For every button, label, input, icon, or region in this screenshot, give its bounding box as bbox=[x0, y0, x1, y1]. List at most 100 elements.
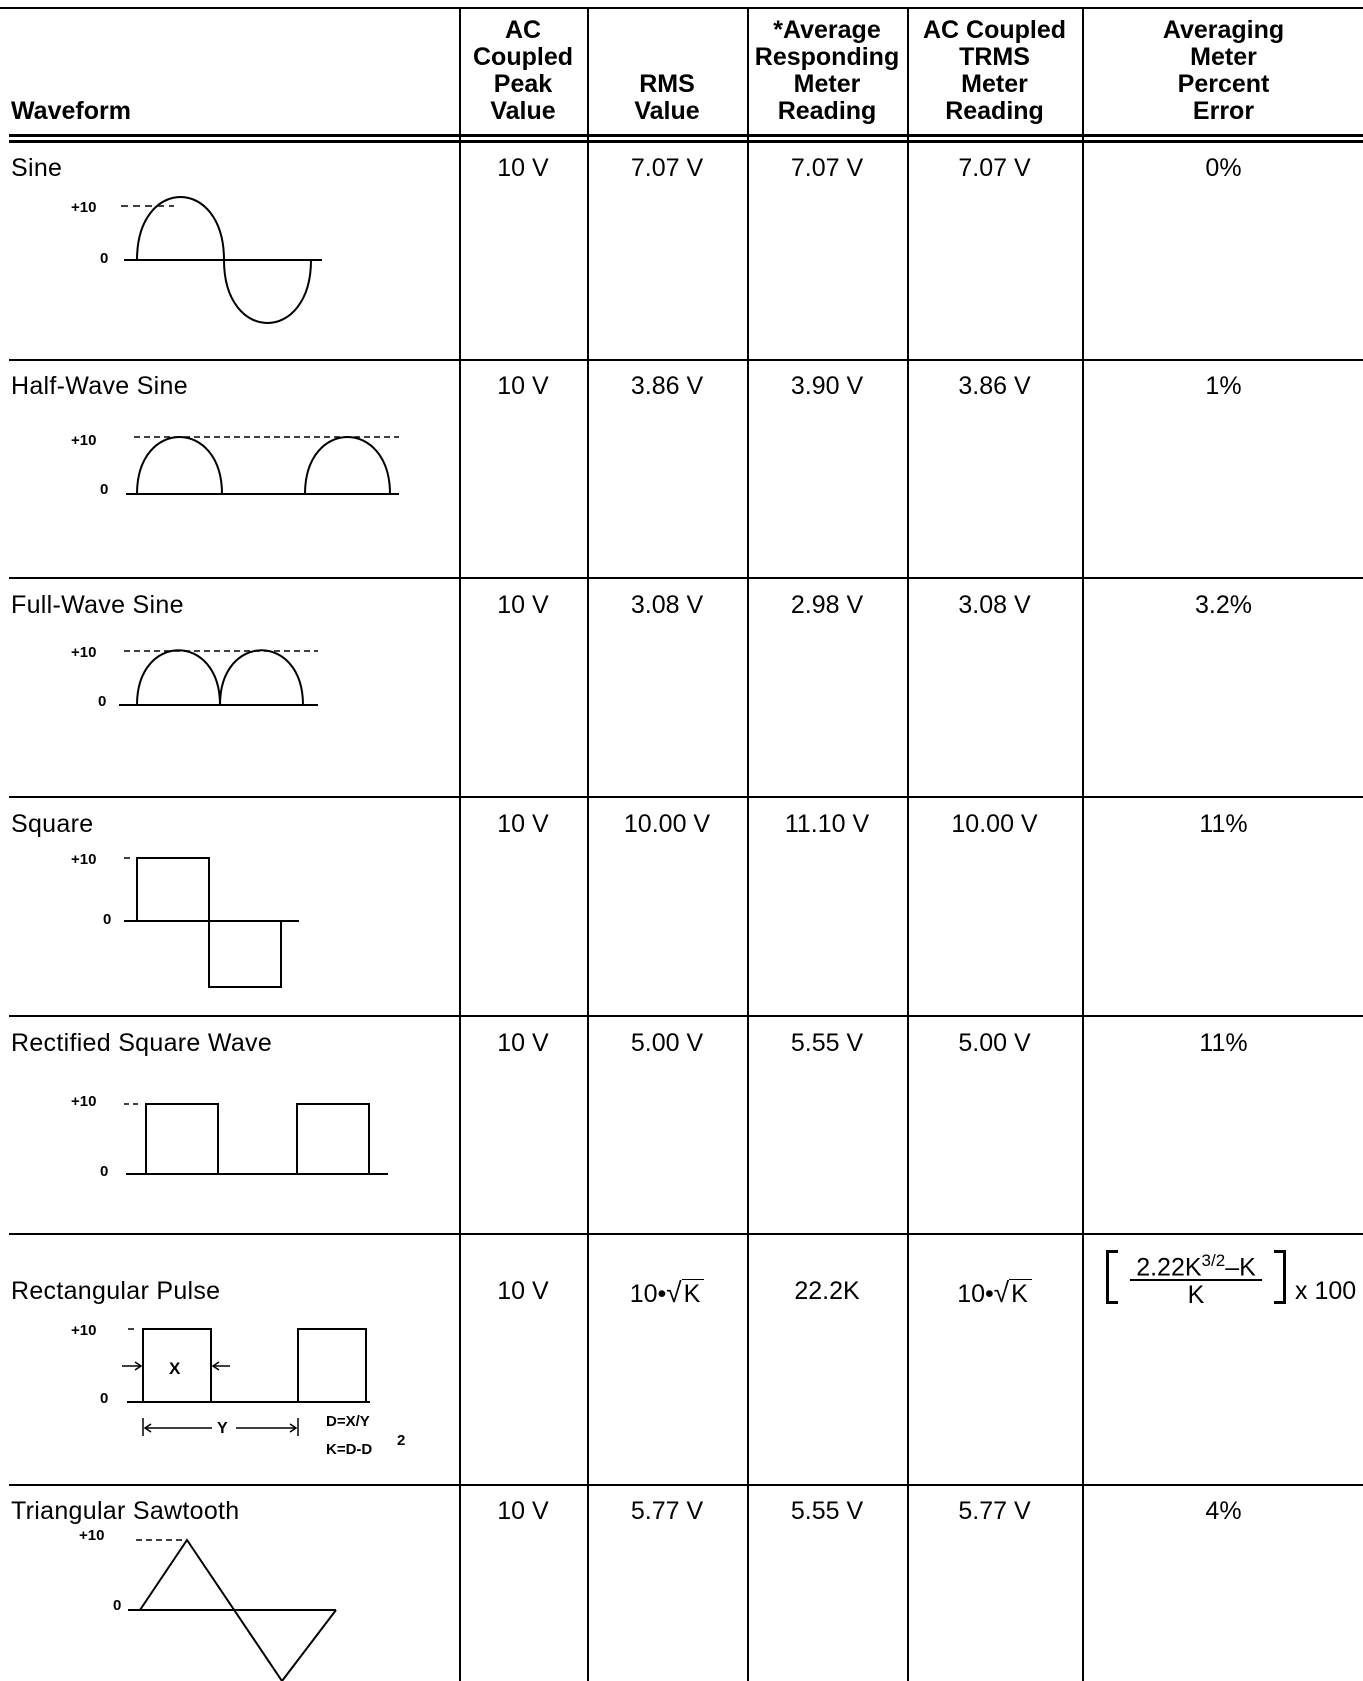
x-arrowhead-right bbox=[211, 1361, 220, 1371]
axis-label-zero: 0 bbox=[100, 481, 109, 498]
axis-label-plus10: +10 bbox=[71, 1322, 97, 1339]
sqrt-symbol: √ bbox=[993, 1277, 1010, 1308]
peak-value: 10 V bbox=[497, 372, 549, 400]
header-waveform-text: Waveform bbox=[11, 97, 131, 125]
triangular-sawtooth-waveform bbox=[128, 1538, 337, 1681]
pulse bbox=[142, 1328, 212, 1402]
trms-reading: 5.77 V bbox=[958, 1497, 1031, 1525]
sine-waveform bbox=[121, 196, 322, 324]
numerator-base: 2.22K bbox=[1136, 1253, 1202, 1282]
rms-value: 3.86 V bbox=[630, 372, 704, 400]
row-separator bbox=[9, 1484, 1363, 1486]
table-top-rule bbox=[0, 7, 1363, 9]
header-peak: AC Coupled Peak Value bbox=[461, 17, 585, 125]
numerator-exponent: 3/2 bbox=[1201, 1251, 1226, 1270]
square-wave bbox=[136, 857, 282, 988]
row-separator bbox=[9, 577, 1363, 579]
half-wave-lobe bbox=[304, 436, 391, 495]
axis-label-zero: 0 bbox=[100, 1390, 109, 1407]
waveform-name: Sine bbox=[11, 154, 63, 182]
row-separator bbox=[9, 796, 1363, 798]
average-reading: 11.10 V bbox=[784, 810, 870, 838]
row-separator bbox=[9, 1015, 1363, 1017]
percent-error: 3.2% bbox=[1195, 591, 1252, 619]
header-error: Averaging Meter Percent Error bbox=[1084, 17, 1363, 125]
column-separator bbox=[587, 7, 589, 1681]
average-reading: 5.55 V bbox=[790, 1029, 864, 1057]
sine-curve bbox=[136, 196, 312, 324]
rectangular-pulse-waveform bbox=[122, 1328, 370, 1436]
header-trms-line: AC Coupled bbox=[922, 16, 1067, 44]
bracket-right bbox=[1274, 1250, 1286, 1304]
rms-value: 7.07 V bbox=[630, 154, 704, 182]
column-separator bbox=[459, 7, 461, 1681]
k-factor-exponent: 2 bbox=[397, 1432, 406, 1449]
percent-error-formula: 2.22K3/2–K K x 100 bbox=[1100, 1240, 1360, 1310]
percent-error: 11% bbox=[1199, 1029, 1248, 1057]
header-error-line: Meter bbox=[1190, 43, 1257, 71]
full-wave-lobes bbox=[136, 649, 304, 706]
x-arrowhead-left bbox=[134, 1361, 143, 1371]
header-peak-line: Value bbox=[490, 97, 556, 125]
average-reading: 5.55 V bbox=[790, 1497, 864, 1525]
rms-value: 5.00 V bbox=[630, 1029, 704, 1057]
average-reading: 7.07 V bbox=[790, 154, 864, 182]
fraction-bar bbox=[1130, 1279, 1262, 1281]
axis-label-zero: 0 bbox=[100, 250, 109, 267]
rms-prefix: 10• bbox=[629, 1280, 667, 1308]
axis-label-plus10: +10 bbox=[71, 1093, 97, 1110]
header-trms: AC Coupled TRMS Meter Reading bbox=[909, 17, 1080, 125]
trms-prefix: 10• bbox=[957, 1280, 994, 1308]
percent-error: 0% bbox=[1205, 154, 1242, 182]
waveform-name: Square bbox=[11, 810, 94, 838]
header-average-line: Meter bbox=[793, 70, 861, 98]
rms-value: 10•√K bbox=[589, 1277, 745, 1309]
header-average-line: Responding bbox=[754, 43, 900, 71]
peak-value: 10 V bbox=[497, 1497, 549, 1525]
axis-label-plus10: +10 bbox=[71, 199, 97, 216]
y-arrowhead-left bbox=[143, 1423, 152, 1433]
axis-label-zero: 0 bbox=[100, 1163, 109, 1180]
pulse bbox=[297, 1328, 367, 1402]
percent-error: 1% bbox=[1205, 372, 1242, 400]
sqrt-symbol: √ bbox=[666, 1277, 682, 1308]
trms-reading: 10•√K bbox=[909, 1277, 1080, 1309]
pulse bbox=[145, 1103, 219, 1174]
column-separator bbox=[907, 7, 909, 1681]
trms-reading: 3.86 V bbox=[958, 372, 1031, 400]
header-average-line: *Average bbox=[773, 16, 881, 44]
row-separator bbox=[9, 359, 1363, 361]
waveform-name: Rectangular Pulse bbox=[11, 1277, 221, 1305]
waveform-name: Half-Wave Sine bbox=[11, 372, 188, 400]
square-waveform bbox=[124, 857, 299, 988]
header-peak-line: Peak bbox=[493, 70, 553, 98]
triangle-wave bbox=[139, 1538, 337, 1681]
header-rule-1 bbox=[9, 134, 1363, 137]
trms-reading: 3.08 V bbox=[958, 591, 1031, 619]
half-wave-sine-waveform bbox=[126, 436, 399, 495]
column-separator bbox=[1082, 7, 1084, 1681]
waveform-name: Full-Wave Sine bbox=[11, 591, 184, 619]
axis-label-plus10: +10 bbox=[71, 644, 97, 661]
header-peak-line: Coupled bbox=[473, 43, 573, 71]
header-error-line: Error bbox=[1192, 97, 1255, 125]
formula-denominator: K bbox=[1187, 1281, 1205, 1309]
header-waveform: Waveform bbox=[11, 98, 131, 125]
column-separator bbox=[747, 7, 749, 1681]
axis-label-zero: 0 bbox=[103, 911, 112, 928]
header-trms-line: Meter bbox=[961, 70, 1028, 98]
axis-label-zero: 0 bbox=[113, 1597, 122, 1614]
numerator-tail: –K bbox=[1225, 1253, 1256, 1282]
half-wave-lobe bbox=[136, 436, 223, 495]
rms-radicand: K bbox=[681, 1279, 705, 1308]
formula-multiplier: x 100 bbox=[1295, 1277, 1357, 1305]
axis-label-zero: 0 bbox=[98, 693, 107, 710]
header-rule-2 bbox=[9, 140, 1363, 143]
trms-reading: 10.00 V bbox=[951, 810, 1038, 838]
peak-value: 10 V bbox=[497, 1029, 549, 1057]
rms-value: 3.08 V bbox=[630, 591, 704, 619]
header-peak-line: AC bbox=[504, 16, 542, 44]
average-reading: 2.98 V bbox=[790, 591, 864, 619]
peak-value: 10 V bbox=[497, 154, 549, 182]
